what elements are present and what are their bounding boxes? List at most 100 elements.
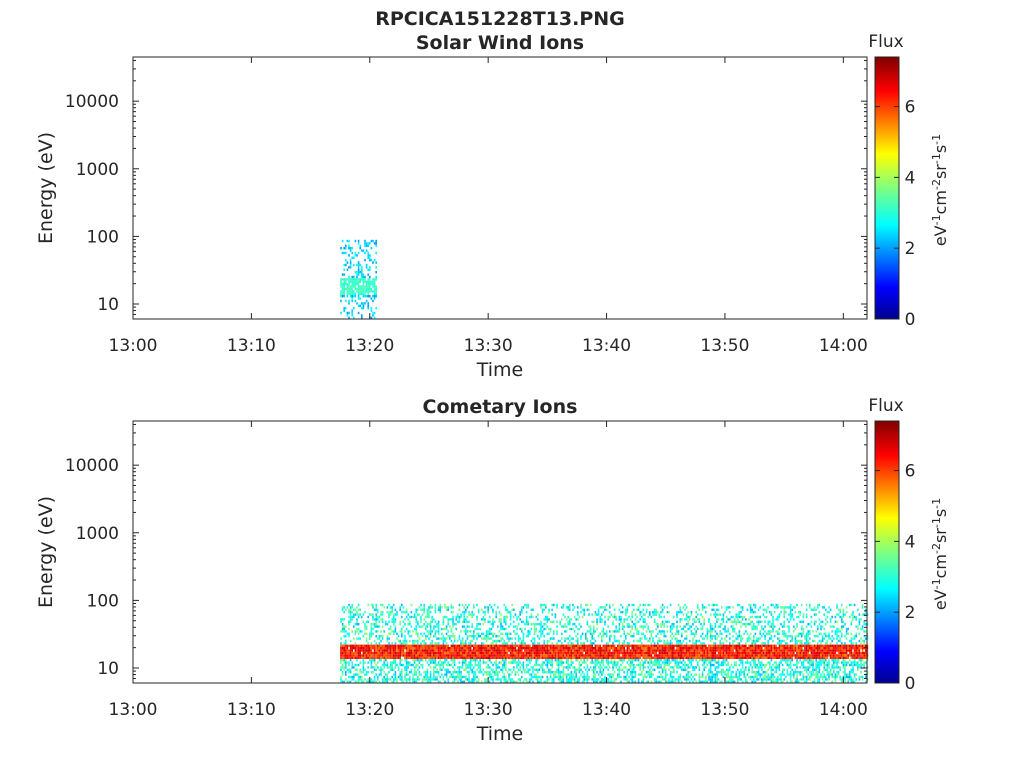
flux-cell bbox=[545, 623, 547, 626]
flux-cell bbox=[404, 644, 406, 647]
flux-cell bbox=[345, 639, 347, 643]
flux-cell bbox=[716, 608, 718, 611]
flux-cell bbox=[545, 656, 547, 659]
flux-cell bbox=[607, 615, 609, 619]
flux-cell bbox=[441, 632, 443, 635]
flux-cell bbox=[372, 606, 374, 609]
flux-cell bbox=[521, 663, 523, 667]
colorbar-gradient bbox=[874, 56, 900, 320]
flux-cell bbox=[394, 661, 397, 664]
flux-cell bbox=[391, 644, 393, 647]
flux-cell bbox=[393, 680, 395, 683]
flux-cell bbox=[385, 654, 387, 657]
flux-cell bbox=[353, 647, 355, 650]
flux-cell bbox=[505, 647, 507, 650]
flux-cell bbox=[631, 615, 633, 619]
flux-cell bbox=[650, 615, 653, 619]
flux-cell bbox=[481, 632, 483, 635]
flux-cell bbox=[428, 651, 430, 655]
flux-cell bbox=[393, 620, 395, 623]
flux-cell bbox=[749, 675, 752, 679]
flux-cell bbox=[565, 666, 568, 669]
flux-cell bbox=[383, 644, 385, 647]
flux-cell bbox=[361, 290, 363, 293]
flux-cell bbox=[378, 668, 381, 671]
flux-cell bbox=[605, 654, 608, 657]
flux-cell bbox=[473, 606, 475, 609]
flux-cell bbox=[428, 647, 430, 650]
flux-cell bbox=[589, 654, 592, 657]
flux-cell bbox=[493, 644, 496, 647]
flux-cell bbox=[460, 656, 462, 659]
flux-cell bbox=[533, 642, 536, 645]
flux-cell bbox=[399, 671, 401, 674]
flux-cell bbox=[527, 620, 529, 623]
flux-cell bbox=[489, 656, 491, 659]
flux-cell bbox=[650, 635, 653, 638]
flux-cell bbox=[389, 632, 392, 635]
flux-cell bbox=[533, 639, 536, 643]
flux-cell bbox=[413, 627, 416, 631]
flux-cell bbox=[618, 608, 621, 611]
flux-cell bbox=[533, 625, 536, 628]
flux-cell bbox=[385, 656, 387, 659]
flux-cell bbox=[642, 666, 645, 669]
flux-cell bbox=[687, 627, 689, 631]
flux-cell bbox=[511, 649, 513, 652]
flux-cell bbox=[732, 649, 734, 652]
flux-cell bbox=[444, 654, 446, 657]
flux-cell bbox=[529, 632, 531, 635]
flux-cell bbox=[450, 659, 453, 662]
flux-cell bbox=[621, 659, 624, 662]
flux-cell bbox=[613, 678, 616, 681]
flux-cell bbox=[743, 644, 745, 647]
flux-cell bbox=[717, 654, 720, 657]
flux-cell bbox=[433, 673, 435, 676]
flux-cell bbox=[519, 618, 521, 621]
flux-cell bbox=[434, 666, 437, 669]
flux-cell bbox=[349, 656, 352, 659]
flux-cell bbox=[393, 644, 395, 647]
flux-cell bbox=[521, 630, 523, 633]
flux-cell bbox=[537, 656, 539, 659]
flux-cell bbox=[525, 671, 528, 674]
flux-cell bbox=[569, 656, 571, 659]
flux-cell bbox=[359, 656, 361, 659]
flux-cell bbox=[340, 290, 342, 293]
flux-cell bbox=[514, 642, 517, 645]
flux-cell bbox=[553, 673, 555, 676]
flux-cell bbox=[681, 654, 683, 657]
flux-cell bbox=[452, 675, 454, 679]
flux-cell bbox=[372, 659, 374, 662]
flux-cell bbox=[671, 678, 673, 681]
flux-cell bbox=[481, 651, 483, 655]
flux-cell bbox=[626, 647, 629, 650]
flux-cell bbox=[391, 661, 393, 664]
flux-cell bbox=[692, 637, 694, 640]
flux-cell bbox=[585, 654, 587, 657]
flux-cell bbox=[657, 632, 659, 635]
flux-cell bbox=[412, 654, 414, 657]
flux-cell bbox=[578, 671, 581, 674]
flux-cell bbox=[634, 666, 637, 669]
flux-cell bbox=[756, 627, 758, 631]
flux-cell bbox=[415, 654, 417, 657]
flux-cell bbox=[665, 663, 667, 667]
flux-cell bbox=[343, 651, 345, 655]
flux-cell bbox=[343, 285, 345, 288]
flux-cell bbox=[655, 635, 657, 638]
flux-cell bbox=[666, 639, 669, 643]
flux-cell bbox=[431, 651, 433, 655]
flux-cell bbox=[359, 290, 361, 293]
flux-cell bbox=[623, 639, 625, 643]
flux-cell bbox=[407, 666, 409, 669]
flux-cell bbox=[541, 632, 544, 635]
flux-cell bbox=[401, 635, 403, 638]
flux-cell bbox=[601, 637, 603, 640]
flux-cell bbox=[375, 606, 377, 609]
flux-cell bbox=[405, 666, 408, 669]
flux-cell bbox=[489, 637, 491, 640]
flux-cell bbox=[364, 623, 366, 626]
flux-cell bbox=[743, 656, 745, 659]
flux-cell bbox=[645, 630, 648, 633]
